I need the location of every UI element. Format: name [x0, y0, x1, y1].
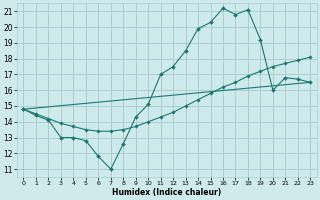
X-axis label: Humidex (Indice chaleur): Humidex (Indice chaleur) — [112, 188, 221, 197]
